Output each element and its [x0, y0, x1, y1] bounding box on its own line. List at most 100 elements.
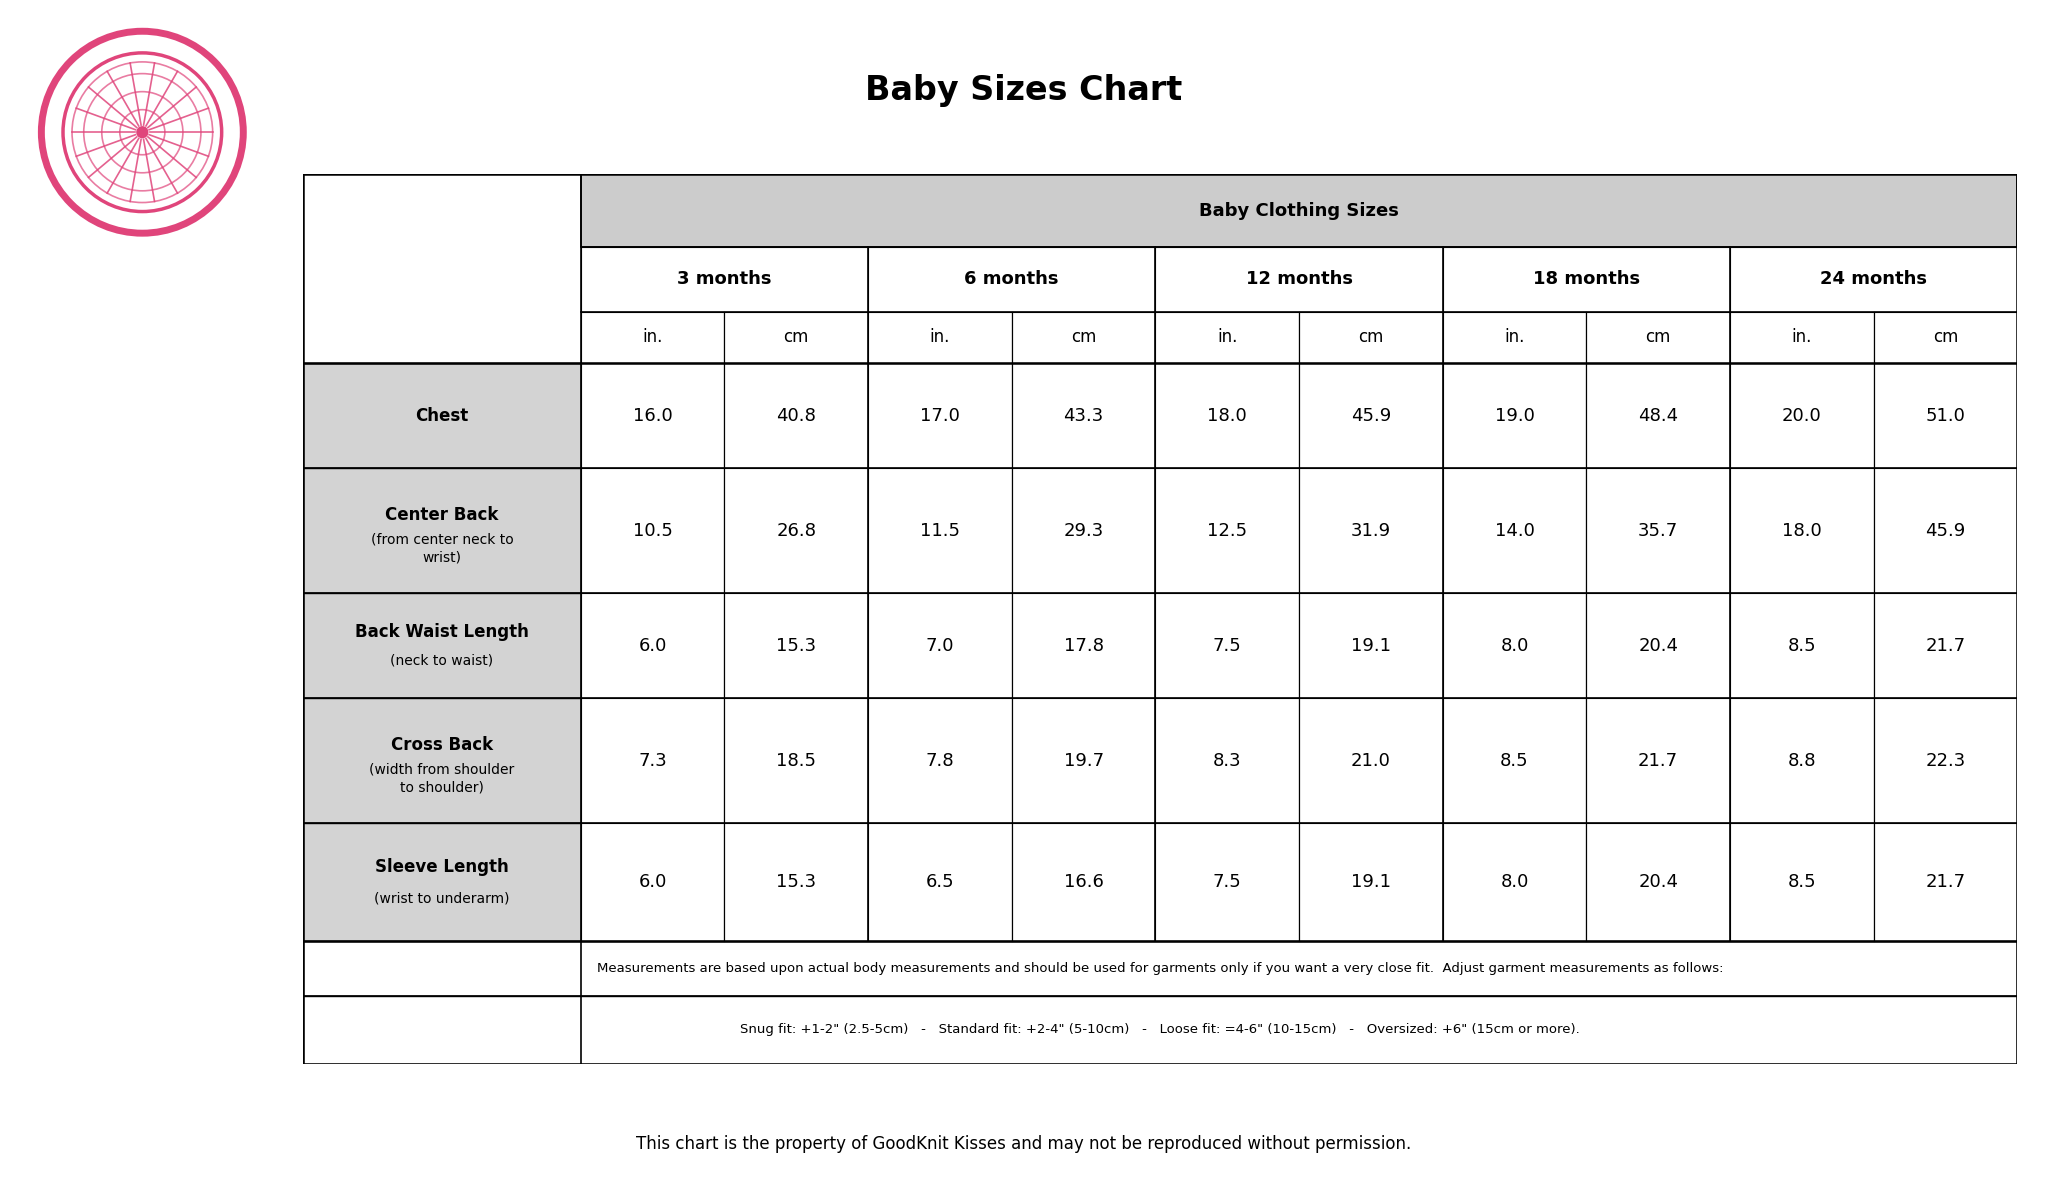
Text: Measurements are based upon actual body measurements and should be used for garm: Measurements are based upon actual body … [596, 962, 1724, 975]
Text: 8.0: 8.0 [1501, 873, 1528, 891]
Text: cm: cm [1933, 328, 1958, 346]
Text: 43.3: 43.3 [1063, 406, 1104, 424]
Bar [1298, 469, 1442, 593]
Text: 15.3: 15.3 [776, 637, 817, 655]
Bar [1155, 469, 1298, 593]
Bar [1298, 311, 1442, 363]
Bar [1731, 363, 1874, 469]
Text: 6.0: 6.0 [639, 637, 668, 655]
Text: 45.9: 45.9 [1352, 406, 1391, 424]
Text: Snug fit: +1-2" (2.5-5cm)   -   Standard fit: +2-4" (5-10cm)   -   Loose fit: =4: Snug fit: +1-2" (2.5-5cm) - Standard fit… [739, 1023, 1581, 1036]
Text: in.: in. [1505, 328, 1524, 346]
Bar [1442, 698, 1587, 823]
Bar [303, 996, 2017, 1064]
Text: 8.5: 8.5 [1788, 637, 1817, 655]
Bar [1587, 469, 1731, 593]
Text: 7.0: 7.0 [926, 637, 954, 655]
Text: Cross Back: Cross Back [391, 736, 494, 754]
Text: 8.5: 8.5 [1788, 873, 1817, 891]
Bar [725, 593, 868, 698]
Text: in.: in. [643, 328, 664, 346]
Bar [1442, 363, 1587, 469]
Bar [303, 248, 582, 311]
Bar [1012, 593, 1155, 698]
Text: 11.5: 11.5 [920, 522, 961, 540]
Text: 26.8: 26.8 [776, 522, 817, 540]
Text: 7.5: 7.5 [1212, 873, 1241, 891]
Text: (wrist to underarm): (wrist to underarm) [375, 892, 510, 906]
Bar [1587, 823, 1731, 941]
Text: 21.7: 21.7 [1925, 637, 1966, 655]
Text: 35.7: 35.7 [1638, 522, 1677, 540]
Text: 45.9: 45.9 [1925, 522, 1966, 540]
Text: in.: in. [1792, 328, 1812, 346]
Bar [1298, 823, 1442, 941]
Text: 19.7: 19.7 [1063, 751, 1104, 769]
Text: 18 months: 18 months [1532, 270, 1640, 288]
Bar [1731, 469, 1874, 593]
Text: 18.5: 18.5 [776, 751, 817, 769]
Text: Sleeve Length: Sleeve Length [375, 858, 508, 876]
Text: 17.0: 17.0 [920, 406, 961, 424]
Text: 18.0: 18.0 [1782, 522, 1821, 540]
Bar [1874, 593, 2017, 698]
Text: 10.5: 10.5 [633, 522, 672, 540]
Bar [868, 469, 1012, 593]
Bar [1155, 823, 1298, 941]
Bar [1155, 311, 1298, 363]
Bar [582, 311, 725, 363]
Bar [868, 593, 1012, 698]
Text: This chart is the property of GoodKnit Kisses and may not be reproduced without : This chart is the property of GoodKnit K… [637, 1136, 1411, 1153]
Bar [1155, 593, 1298, 698]
Bar [1012, 469, 1155, 593]
Text: 7.5: 7.5 [1212, 637, 1241, 655]
Bar [1155, 698, 1298, 823]
Text: 12.5: 12.5 [1206, 522, 1247, 540]
Bar [1298, 363, 1442, 469]
Text: 12 months: 12 months [1245, 270, 1352, 288]
Bar [1298, 593, 1442, 698]
Bar [303, 698, 582, 823]
Bar [582, 469, 725, 593]
Bar [1155, 363, 1298, 469]
Bar [303, 593, 582, 698]
Text: (neck to waist): (neck to waist) [391, 654, 494, 668]
Text: 7.8: 7.8 [926, 751, 954, 769]
Bar [1874, 698, 2017, 823]
Text: 21.7: 21.7 [1925, 873, 1966, 891]
Text: 22.3: 22.3 [1925, 751, 1966, 769]
Bar [303, 469, 582, 593]
Bar [868, 363, 1012, 469]
Bar [868, 311, 1012, 363]
Bar [1298, 698, 1442, 823]
Text: 15.3: 15.3 [776, 873, 817, 891]
Text: 19.1: 19.1 [1352, 637, 1391, 655]
Bar [582, 593, 725, 698]
Bar [1012, 311, 1155, 363]
Bar [1731, 593, 1874, 698]
Circle shape [137, 126, 147, 138]
Text: 8.3: 8.3 [1212, 751, 1241, 769]
Bar [1587, 593, 1731, 698]
Bar [582, 698, 725, 823]
Text: 8.0: 8.0 [1501, 637, 1528, 655]
Text: (width from shoulder
to shoulder): (width from shoulder to shoulder) [369, 763, 514, 795]
Text: 20.0: 20.0 [1782, 406, 1821, 424]
Text: 14.0: 14.0 [1495, 522, 1534, 540]
Text: 8.5: 8.5 [1501, 751, 1528, 769]
Text: 16.0: 16.0 [633, 406, 672, 424]
Text: 48.4: 48.4 [1638, 406, 1677, 424]
Bar [1874, 363, 2017, 469]
Bar [868, 248, 1155, 311]
Bar [303, 823, 582, 941]
Bar [1874, 311, 2017, 363]
Text: in.: in. [930, 328, 950, 346]
Bar [1874, 469, 2017, 593]
Bar [868, 823, 1012, 941]
Bar [582, 823, 725, 941]
Text: 6 months: 6 months [965, 270, 1059, 288]
Text: cm: cm [1071, 328, 1096, 346]
Text: Chest: Chest [416, 406, 469, 424]
Text: 19.0: 19.0 [1495, 406, 1534, 424]
Bar [1587, 311, 1731, 363]
